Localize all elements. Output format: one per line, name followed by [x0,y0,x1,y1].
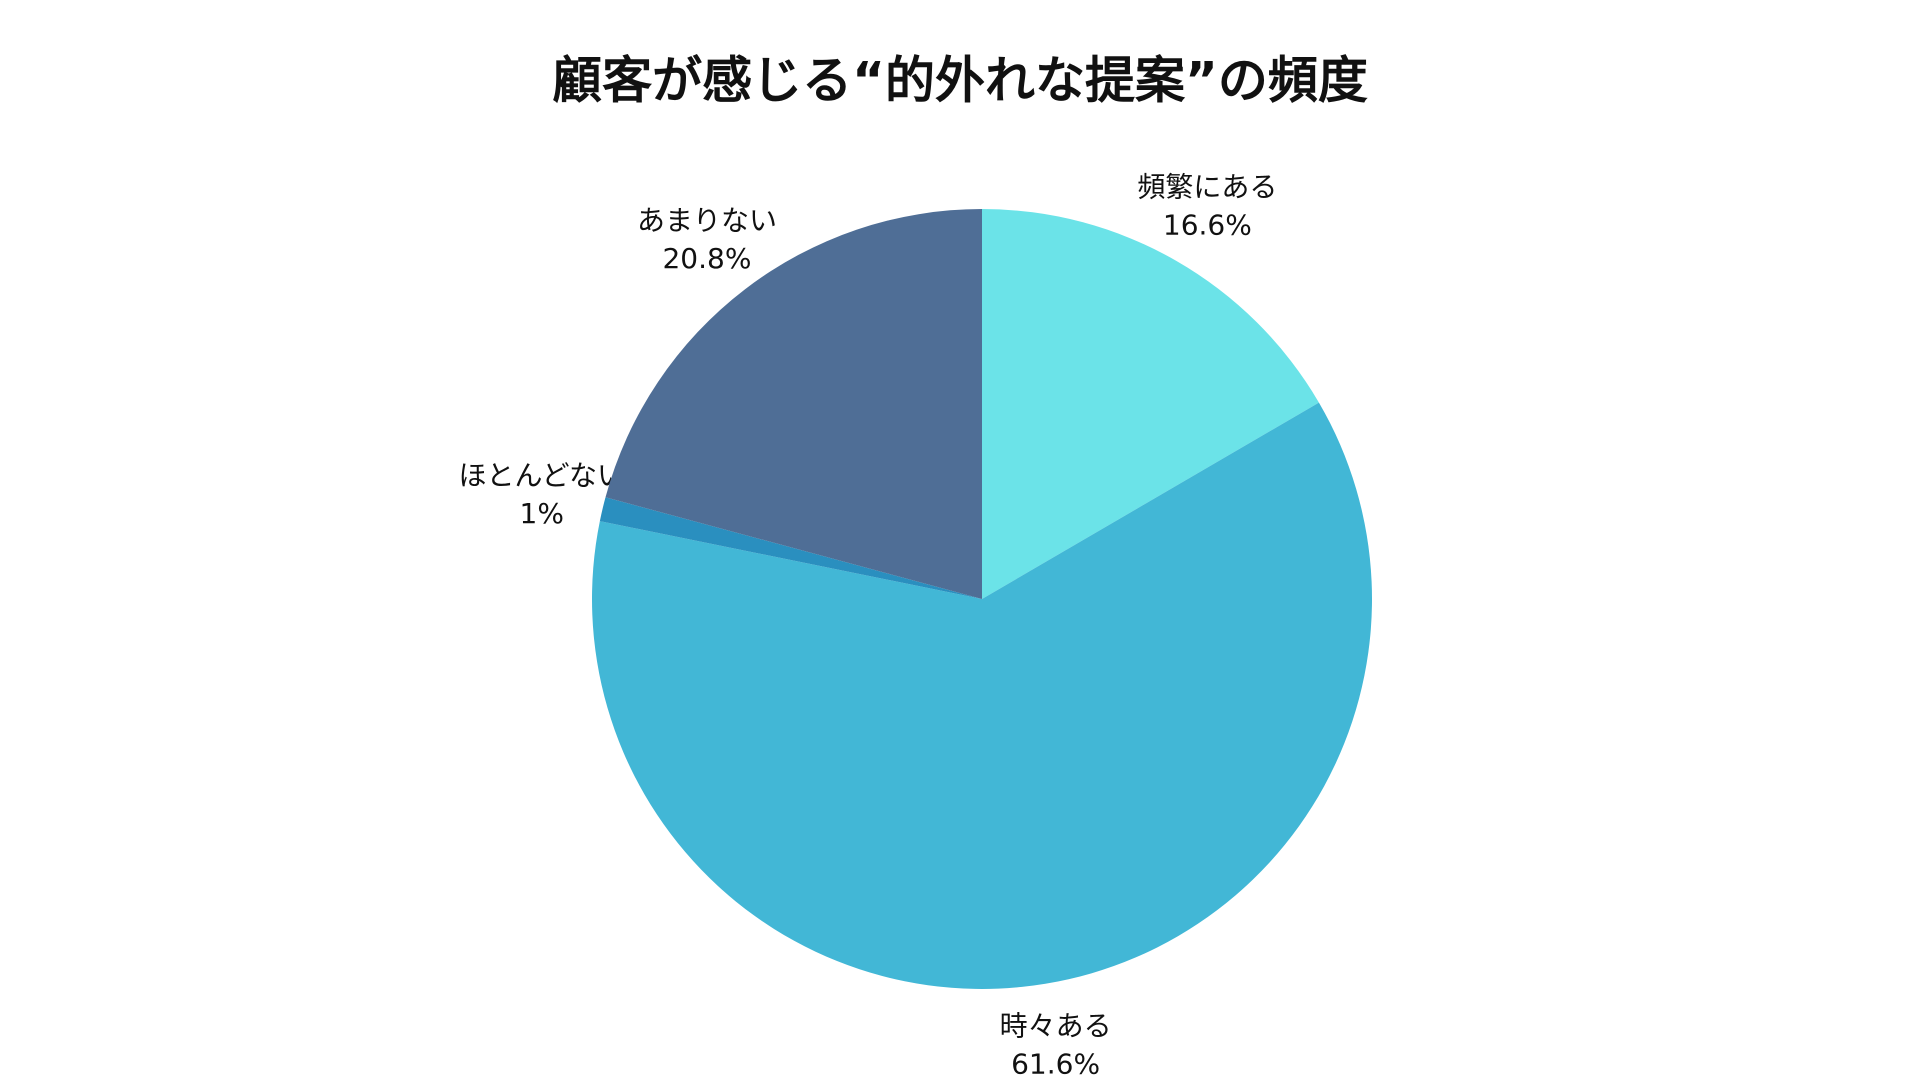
chart-title: 顧客が感じる“的外れな提案”の頻度 [552,52,1368,110]
slice-label: 時々ある [1000,1009,1112,1042]
pie-slice [605,209,982,599]
value-label: 1% [520,497,564,530]
slice-label: 頻繁にある [1137,171,1277,204]
pie-slice [592,402,1373,989]
value-label: 16.6% [1163,209,1252,242]
value-label: 61.6% [1011,1047,1100,1080]
pie-slice [599,497,982,599]
slice-label: あまりない [637,204,777,237]
value-label: 20.8% [662,242,751,275]
pie-slice [982,209,1319,599]
slice-label: ほとんどない [458,459,625,492]
